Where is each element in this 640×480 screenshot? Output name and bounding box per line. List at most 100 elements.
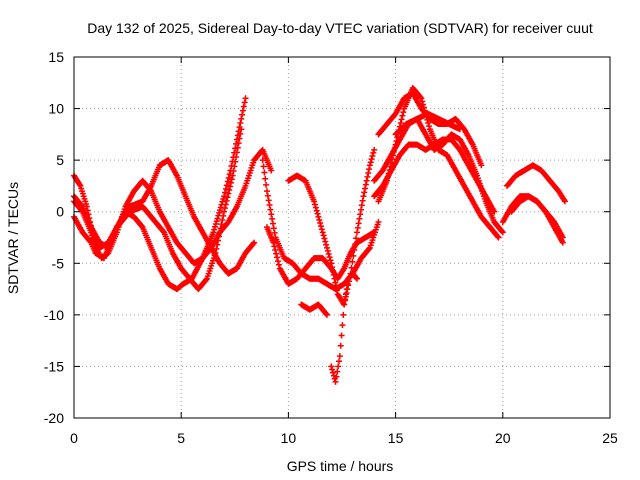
data-point [233,149,240,156]
data-point [267,206,274,213]
data-point [269,220,276,227]
data-point [375,219,382,226]
data-point [354,229,361,236]
data-point [227,183,234,190]
data-point [226,187,233,194]
data-point [215,237,222,244]
data-point [371,229,378,236]
data-point [333,287,340,294]
data-point [348,264,355,271]
data-point [268,167,275,174]
data-point [426,123,433,130]
grid [74,57,610,418]
data-point [342,291,349,298]
data-point [315,213,322,220]
data-point [359,197,366,204]
x-tick-labels: 0 5 10 15 20 25 [70,430,618,446]
data-point [273,250,280,257]
data-point [456,126,463,133]
data-point [251,239,258,246]
data-point [498,228,505,235]
data-point [229,172,236,179]
data-point [224,194,231,201]
data-point [361,189,368,196]
data-point [356,215,363,222]
data-point [320,232,327,239]
data-point [78,202,85,209]
x-tick-label: 5 [177,430,185,446]
y-axis-title: SDTVAR / TECUs [5,182,21,294]
data-point [494,233,501,240]
data-point [261,169,268,176]
data-point [344,280,351,287]
data-point [213,245,220,252]
data-point [271,229,278,236]
data-point [214,215,221,222]
data-point [268,211,275,218]
data-point [222,201,229,208]
data-point [358,206,365,213]
data-point [274,254,281,261]
data-point [270,225,277,232]
data-point [265,197,272,204]
data-point [317,220,324,227]
data-point [400,109,407,116]
data-point [323,241,330,248]
data-point [223,182,230,189]
y-tick-label: -5 [52,255,65,271]
data-point [212,223,219,230]
data-point [228,176,235,183]
data-point [319,229,326,236]
data-point [317,223,324,230]
data-point [221,189,228,196]
data-point [323,244,330,251]
data-point [224,178,231,185]
data-point [417,94,424,101]
data-point [222,185,229,192]
data-point [370,149,377,156]
data-point [326,254,333,261]
data-point [216,209,223,216]
data-point [230,167,237,174]
data-point [323,311,330,318]
data-point [239,107,246,114]
data-point [362,185,369,192]
data-point [369,153,376,160]
y-tick-labels: -20 -15 -10 -5 0 5 10 15 [44,49,64,426]
data-point [215,233,222,240]
data-point [366,166,373,173]
data-point [368,156,375,163]
data-point [237,120,244,127]
x-tick-label: 10 [281,430,297,446]
data-point [333,283,340,290]
data-point [341,301,348,308]
x-tick-label: 0 [70,430,78,446]
data-point [365,170,372,177]
data-point [203,276,210,283]
data-point [343,286,350,293]
y-tick-label: 0 [56,204,64,220]
data-point [358,202,365,209]
data-point [399,112,406,119]
data-point [418,95,425,102]
data-point [233,154,240,161]
data-point [263,181,270,188]
data-point [210,229,217,236]
data-point [355,220,362,227]
data-point [138,223,145,230]
data-point [269,215,276,222]
data-point [334,368,341,375]
data-point [275,261,282,268]
data-point [353,274,360,281]
data-point [231,163,238,170]
data-point [499,229,506,236]
data-point [330,271,337,278]
data-point [362,181,369,188]
data-point [241,99,248,106]
data-point [398,116,405,123]
data-point [311,198,318,205]
data-point [220,212,227,219]
data-point [260,163,267,170]
data-point [266,202,273,209]
data-point [259,157,266,164]
